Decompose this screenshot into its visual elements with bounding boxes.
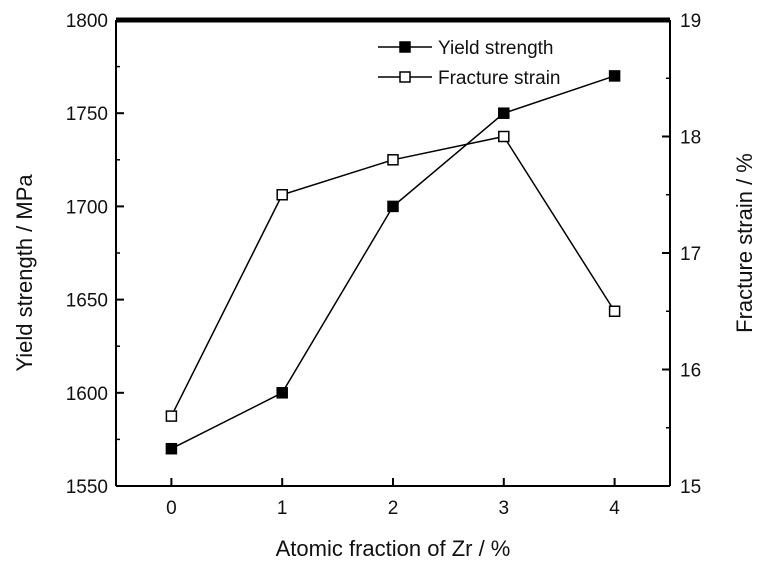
right-y-tick-label: 18: [680, 128, 701, 149]
right-y-tick-label: 17: [680, 244, 701, 265]
right-y-tick-label: 19: [680, 11, 701, 32]
legend-marker-2: [399, 71, 411, 83]
right-y-tick-label: 16: [680, 361, 701, 382]
x-tick-label: 0: [166, 498, 177, 519]
series-point-1: [498, 107, 510, 119]
x-tick-label: 4: [609, 498, 620, 519]
series-point-2: [276, 189, 288, 201]
series-point-1: [608, 70, 621, 82]
x-axis-title: Atomic fraction of Zr / %: [276, 536, 511, 561]
left-y-tick-label: 1600: [66, 384, 108, 405]
series-point-2: [165, 410, 178, 422]
series-point-2: [498, 130, 510, 143]
x-tick-label: 3: [499, 498, 510, 519]
series-line-1: [171, 75, 615, 450]
right-y-tick-label: 15: [680, 477, 701, 498]
x-tick-label: 2: [388, 498, 399, 519]
series-point-1: [165, 442, 178, 455]
series-point-2: [608, 305, 621, 317]
left-y-tick-label: 1750: [66, 104, 108, 125]
series-point-2: [387, 154, 399, 166]
series-point-1: [387, 200, 399, 213]
left-y-tick-label: 1650: [66, 291, 108, 312]
left-y-tick-label: 1800: [66, 11, 108, 32]
left-y-tick-label: 1700: [66, 197, 108, 218]
legend-label-1: Yield strength: [438, 38, 553, 59]
left-y-axis-title: Yield strength / MPa: [12, 174, 37, 372]
left-y-tick-label: 1550: [66, 477, 108, 498]
series-line-2: [170, 135, 616, 417]
legend-marker-1: [399, 41, 411, 53]
legend-label-2: Fracture strain: [438, 68, 560, 89]
series-point-1: [276, 387, 288, 399]
right-y-axis-title: Fracture strain / %: [732, 153, 757, 333]
x-tick-label: 1: [277, 498, 288, 519]
